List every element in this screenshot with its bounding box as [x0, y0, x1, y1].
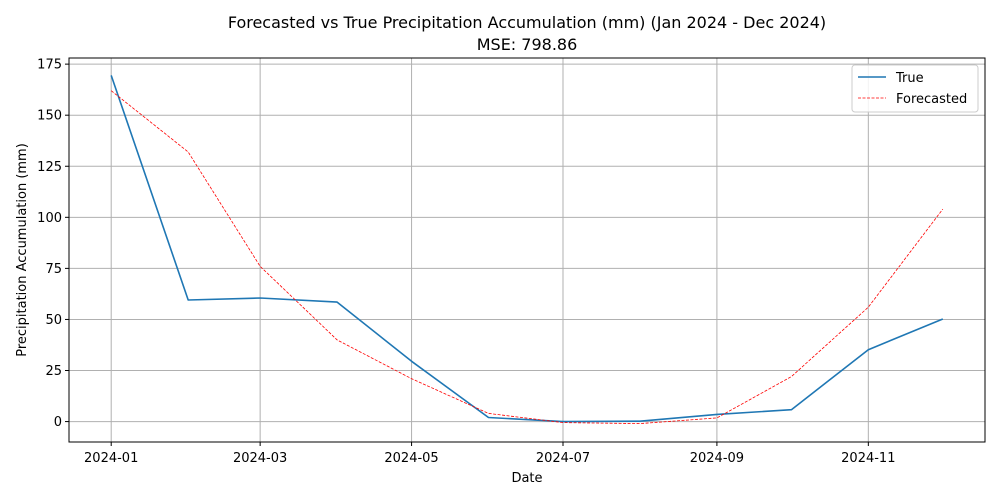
y-tick-label: 75: [45, 262, 62, 277]
y-tick-label: 50: [45, 313, 62, 328]
legend: True Forecasted: [851, 64, 979, 113]
series-layer: [110, 75, 944, 425]
plot-frame: [68, 57, 986, 443]
x-tick-label: 2024-07: [536, 451, 590, 466]
series-line-true: [110, 75, 944, 423]
y-tick-label: 25: [45, 364, 62, 379]
y-tick-label: 100: [37, 211, 62, 226]
chart-title: Forecasted vs True Precipitation Accumul…: [228, 13, 826, 32]
x-tick-label: 2024-05: [384, 451, 438, 466]
x-tick-label: 2024-09: [690, 451, 744, 466]
x-axis-label: Date: [511, 471, 542, 486]
legend-label-forecasted: Forecasted: [896, 92, 967, 107]
y-axis-label: Precipitation Accumulation (mm): [15, 143, 30, 357]
y-tick-label: 150: [37, 109, 62, 124]
grid: [69, 58, 985, 442]
x-tick-label: 2024-03: [233, 451, 287, 466]
y-tick-label: 175: [37, 58, 62, 73]
legend-label-true: True: [895, 71, 924, 86]
chart-subtitle: MSE: 798.86: [477, 35, 578, 54]
x-tick-label: 2024-01: [84, 451, 138, 466]
y-tick-label: 0: [54, 415, 62, 430]
series-line-forecasted: [110, 90, 944, 425]
ticks: 0 25 50 75 100 125 150 175 2024-01 2024-03 2024-05…: [37, 58, 895, 466]
x-tick-label: 2024-11: [841, 451, 895, 466]
y-tick-label: 125: [37, 160, 62, 175]
